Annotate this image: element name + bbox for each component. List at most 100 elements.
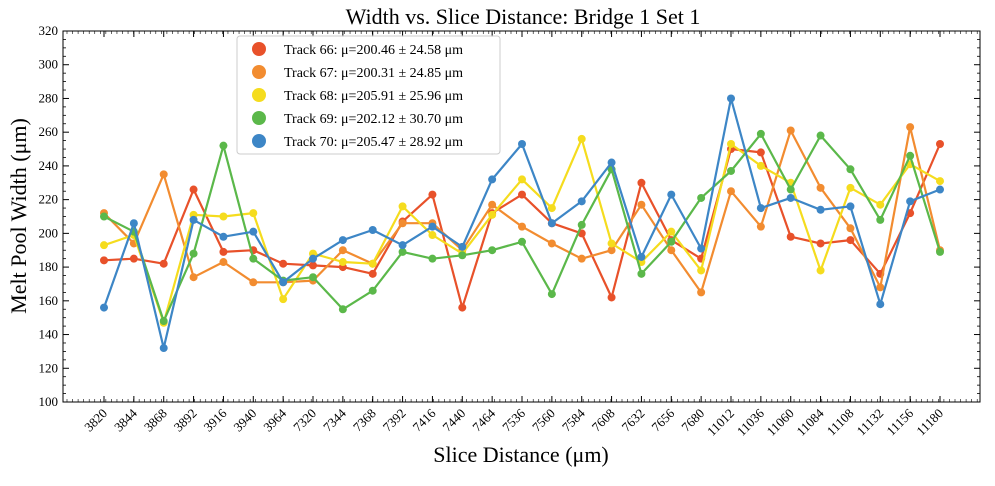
data-point [189, 185, 198, 194]
data-point [279, 259, 288, 268]
data-point [309, 273, 317, 282]
x-tick-label: 11132 [853, 406, 886, 439]
data-point [100, 303, 108, 312]
data-point [428, 254, 437, 263]
data-point [488, 246, 497, 255]
data-point [846, 236, 855, 245]
data-point [816, 183, 825, 192]
data-point [488, 210, 497, 219]
data-point [876, 200, 885, 209]
x-tick-label: 7440 [439, 406, 468, 435]
x-tick-label: 7464 [469, 405, 498, 434]
data-point [607, 239, 616, 248]
legend-label: Track 68: μ=205.91 ± 25.96 μm [284, 89, 463, 104]
data-point [279, 278, 288, 287]
data-point [458, 303, 467, 312]
y-tick-label: 180 [39, 259, 59, 274]
data-point [846, 165, 855, 174]
x-tick-label: 3916 [201, 405, 230, 434]
data-point [786, 126, 795, 135]
data-point [398, 247, 407, 256]
data-point [518, 139, 526, 148]
data-point [667, 237, 676, 246]
data-point [428, 190, 437, 199]
data-point [249, 227, 258, 236]
x-tick-label: 7368 [350, 406, 379, 435]
data-point [219, 247, 228, 256]
x-axis-label: Slice Distance (μm) [433, 442, 609, 467]
data-point [458, 242, 467, 251]
x-tick-label: 3892 [171, 406, 200, 435]
data-point [816, 239, 825, 248]
data-point [697, 193, 706, 202]
data-point [577, 220, 586, 229]
data-point [816, 205, 825, 214]
series-layer [100, 94, 944, 353]
data-point [876, 215, 885, 224]
data-point [577, 254, 586, 263]
data-point [727, 166, 735, 175]
data-point [159, 317, 168, 326]
data-point [219, 212, 228, 221]
y-tick-label: 280 [39, 90, 59, 105]
data-point [189, 215, 198, 224]
x-tick-label: 7536 [499, 405, 528, 434]
y-tick-label: 120 [39, 360, 59, 375]
data-point [100, 212, 108, 221]
data-point [249, 278, 258, 287]
data-point [219, 141, 228, 150]
data-point [159, 259, 168, 268]
x-tick-label: 3844 [111, 405, 140, 434]
x-tick-label: 7584 [559, 405, 588, 434]
data-point [577, 134, 586, 143]
x-tick-label: 7632 [619, 406, 648, 435]
data-point [816, 266, 825, 275]
data-point [637, 269, 646, 278]
data-point [577, 197, 586, 206]
data-point [398, 241, 407, 250]
data-point [697, 244, 706, 253]
legend-box [236, 35, 501, 155]
data-point [936, 247, 944, 256]
data-point [518, 222, 526, 231]
data-point [756, 129, 765, 138]
x-tick-label: 7392 [380, 406, 409, 435]
data-point [129, 219, 138, 228]
y-tick-label: 300 [39, 57, 59, 72]
y-tick-label: 140 [39, 327, 59, 342]
data-point [697, 288, 706, 297]
data-point [846, 183, 855, 192]
x-tick-label: 3940 [230, 406, 259, 435]
legend-label: Track 66: μ=200.46 ± 24.58 μm [284, 43, 463, 58]
legend-marker [252, 88, 266, 102]
x-tick-label: 7344 [320, 405, 349, 434]
x-tick-label: 11084 [793, 405, 827, 439]
data-point [189, 249, 198, 258]
data-point [876, 300, 885, 309]
data-point [189, 273, 198, 282]
x-tick-label: 7416 [410, 405, 439, 434]
data-point [756, 204, 765, 213]
data-point [786, 232, 795, 241]
x-tick-label: 11156 [883, 405, 916, 438]
x-tick-label: 3868 [141, 406, 170, 435]
x-axis: 3820 3844 3868 3892 3916 3940 3964 7320 7344 7368… [66, 31, 978, 439]
chart-title: Width vs. Slice Distance: Bridge 1 Set 1 [346, 4, 701, 29]
y-tick-label: 220 [39, 192, 59, 207]
data-point [518, 237, 526, 246]
data-point [518, 190, 526, 199]
data-point [637, 178, 646, 187]
data-point [876, 283, 885, 292]
data-point [846, 224, 855, 233]
data-point [518, 175, 526, 184]
data-point [846, 202, 855, 211]
data-point [100, 241, 108, 250]
x-tick-label: 3964 [260, 405, 289, 434]
data-point [338, 258, 347, 267]
data-point [607, 293, 616, 302]
y-tick-label: 240 [39, 158, 59, 173]
data-point [547, 290, 556, 299]
data-point [159, 344, 168, 353]
data-point [936, 177, 944, 186]
x-tick-label: 11012 [704, 406, 737, 439]
